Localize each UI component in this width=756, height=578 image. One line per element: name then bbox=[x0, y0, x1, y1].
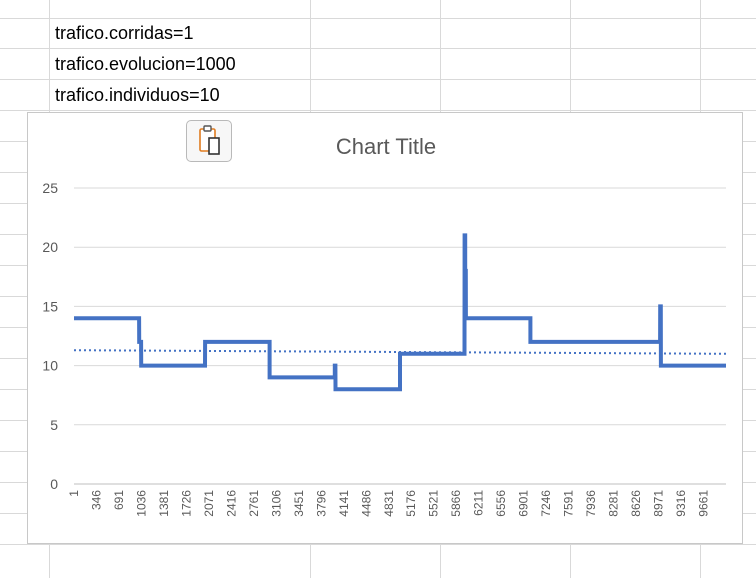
x-tick-label: 1381 bbox=[157, 490, 171, 517]
x-tick-label: 1 bbox=[67, 490, 81, 497]
x-tick-label: 9661 bbox=[697, 490, 711, 517]
x-tick-label: 7591 bbox=[562, 490, 576, 517]
x-tick-label: 3796 bbox=[314, 490, 328, 517]
y-tick-label: 25 bbox=[42, 180, 58, 196]
y-tick-label: 0 bbox=[50, 476, 58, 492]
x-tick-label: 9316 bbox=[674, 490, 688, 517]
x-tick-label: 6901 bbox=[517, 490, 531, 517]
grid-row-line bbox=[0, 110, 756, 111]
x-tick-label: 346 bbox=[89, 490, 103, 510]
x-tick-label: 2761 bbox=[247, 490, 261, 517]
grid-row-line bbox=[0, 18, 756, 19]
paste-options-button[interactable] bbox=[186, 120, 232, 162]
x-tick-label: 3451 bbox=[292, 490, 306, 517]
x-tick-label: 5521 bbox=[427, 490, 441, 517]
x-tick-label: 691 bbox=[112, 490, 126, 510]
x-tick-label: 2071 bbox=[202, 490, 216, 517]
x-tick-label: 4486 bbox=[359, 490, 373, 517]
x-tick-label: 6211 bbox=[472, 490, 486, 516]
x-tick-label: 1726 bbox=[179, 490, 193, 517]
x-tick-label: 7246 bbox=[539, 490, 553, 517]
chart-area[interactable] bbox=[27, 112, 743, 544]
grid-row-line bbox=[0, 48, 756, 49]
grid-row-line bbox=[0, 544, 756, 545]
x-tick-label: 3106 bbox=[269, 490, 283, 517]
x-tick-label: 1036 bbox=[134, 490, 148, 517]
x-tick-label: 8626 bbox=[629, 490, 643, 517]
x-tick-label: 5866 bbox=[449, 490, 463, 517]
grid-row-line bbox=[0, 79, 756, 80]
x-tick-label: 7936 bbox=[584, 490, 598, 517]
x-tick-label: 4141 bbox=[337, 490, 351, 517]
x-tick-label: 4831 bbox=[382, 490, 396, 517]
x-tick-label: 6556 bbox=[494, 490, 508, 517]
x-tick-label: 8971 bbox=[652, 490, 666, 517]
series-line bbox=[74, 233, 726, 392]
cell-corridas[interactable]: trafico.corridas=1 bbox=[55, 23, 194, 43]
clipboard-paste-icon bbox=[199, 125, 220, 155]
y-tick-label: 10 bbox=[42, 358, 58, 374]
x-tick-label: 2416 bbox=[224, 490, 238, 517]
trendline bbox=[73, 349, 727, 355]
chart-title: Chart Title bbox=[336, 134, 436, 159]
y-tick-label: 20 bbox=[42, 239, 58, 255]
cell-individuos[interactable]: trafico.individuos=10 bbox=[55, 85, 220, 105]
cell-evolucion[interactable]: trafico.evolucion=1000 bbox=[55, 54, 236, 74]
x-tick-label: 8281 bbox=[607, 490, 621, 517]
x-tick-label: 5176 bbox=[404, 490, 418, 517]
y-tick-label: 5 bbox=[50, 417, 58, 433]
y-tick-label: 15 bbox=[42, 298, 58, 314]
